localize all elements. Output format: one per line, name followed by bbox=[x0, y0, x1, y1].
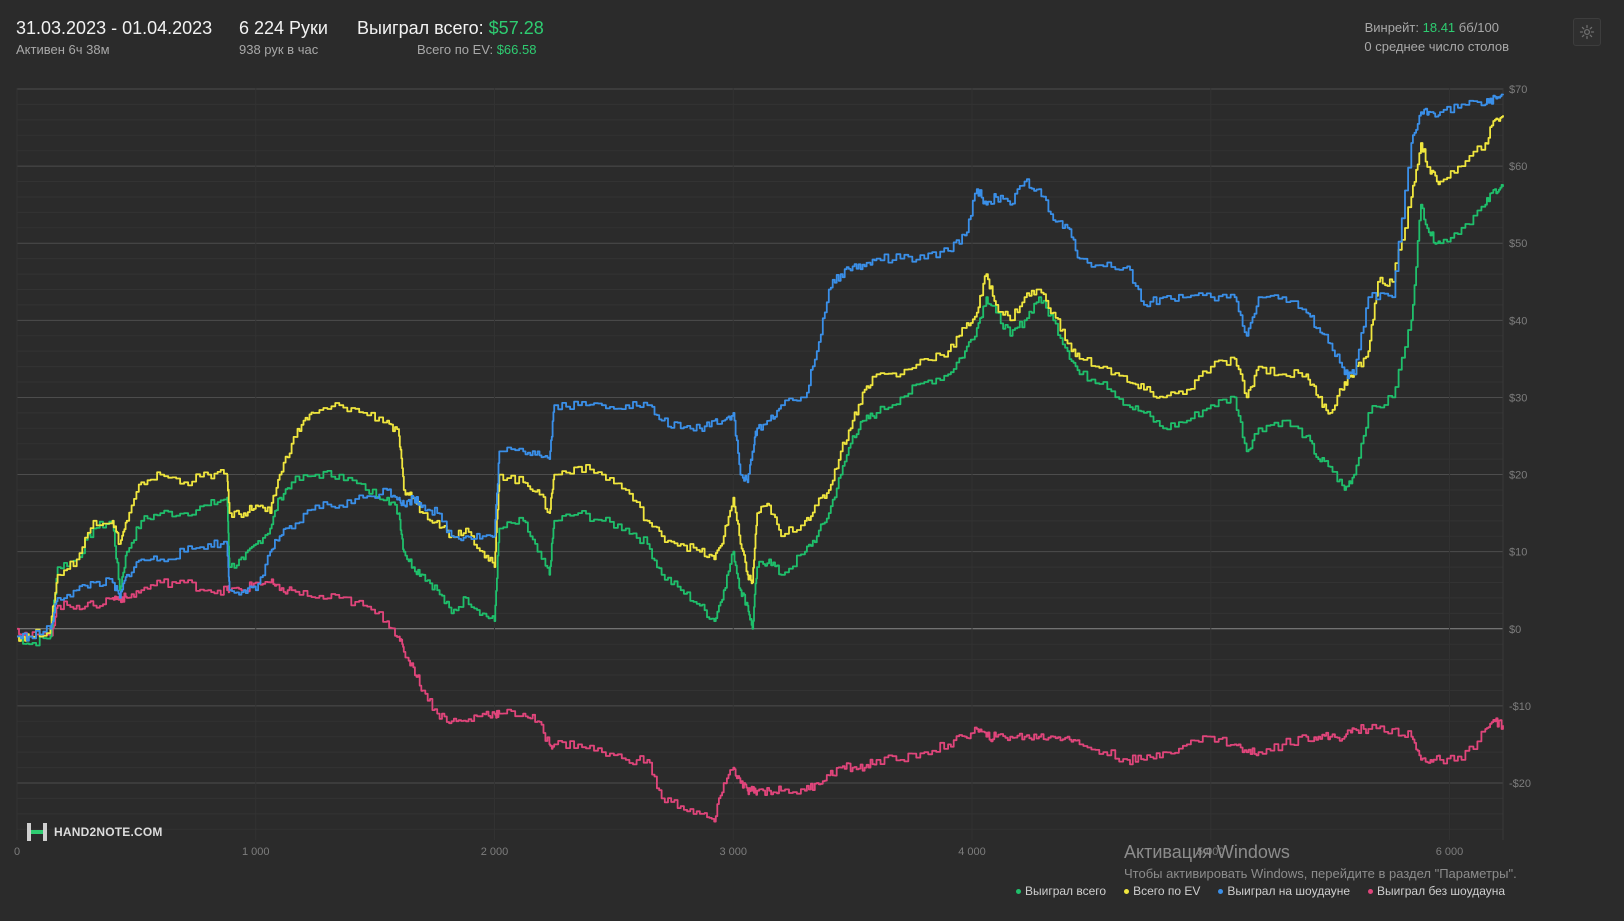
series-line-2 bbox=[17, 93, 1504, 642]
chart-legend: Выиграл всего Всего по EV Выиграл на шоу… bbox=[1016, 884, 1505, 898]
legend-item-non-showdown[interactable]: Выиграл без шоудауна bbox=[1368, 884, 1505, 898]
legend-dot bbox=[1016, 889, 1021, 895]
won-total-value: $57.28 bbox=[488, 18, 544, 38]
hands-count: 6 224 Руки bbox=[239, 18, 328, 38]
x-tick-label: 4 000 bbox=[958, 846, 986, 858]
y-tick-label: $70 bbox=[1509, 84, 1527, 96]
won-total-label: Выиграл всего: bbox=[357, 18, 484, 38]
y-tick-label: $50 bbox=[1509, 238, 1527, 250]
legend-dot bbox=[1218, 889, 1224, 895]
y-tick-label: $10 bbox=[1509, 547, 1527, 559]
winrate-label: Винрейт: bbox=[1364, 20, 1419, 35]
series-line-1 bbox=[17, 115, 1504, 642]
windows-activation-watermark: Активация Windows Чтобы активировать Win… bbox=[1124, 842, 1517, 881]
date-range: 31.03.2023 - 01.04.2023 bbox=[16, 18, 213, 38]
legend-dot bbox=[1124, 889, 1130, 895]
legend-label: Выиграл всего bbox=[1025, 884, 1107, 898]
series-line-3 bbox=[17, 578, 1504, 823]
watermark-subtitle: Чтобы активировать Windows, перейдите в … bbox=[1124, 866, 1517, 881]
x-tick-label: 3 000 bbox=[719, 846, 747, 858]
legend-label: Выиграл без шоудауна bbox=[1377, 884, 1506, 898]
ev-total: Всего по EV: $66.58 bbox=[417, 42, 536, 57]
y-tick-label: $30 bbox=[1509, 392, 1527, 404]
h2n-logo-icon bbox=[27, 823, 47, 841]
y-tick-label: $20 bbox=[1509, 470, 1527, 482]
won-total: Выиграл всего: $57.28 bbox=[357, 18, 544, 39]
watermark-title: Активация Windows bbox=[1124, 842, 1290, 862]
ev-total-label: Всего по EV: bbox=[417, 42, 494, 57]
y-tick-label: -$10 bbox=[1509, 701, 1531, 713]
x-tick-label: 1 000 bbox=[242, 846, 270, 858]
y-tick-label: $0 bbox=[1509, 624, 1521, 636]
legend-label: Всего по EV bbox=[1133, 884, 1201, 898]
active-time: Активен 6ч 38м bbox=[16, 42, 110, 57]
ev-total-value: $66.58 bbox=[496, 42, 537, 57]
gear-icon bbox=[1579, 24, 1595, 40]
x-tick-label: 2 000 bbox=[481, 846, 509, 858]
legend-item-won-total[interactable]: Выиграл всего bbox=[1016, 884, 1106, 898]
legend-dot bbox=[1368, 889, 1374, 895]
logo-text: HAND2NOTE.COM bbox=[54, 825, 163, 839]
y-tick-label: $60 bbox=[1509, 161, 1527, 173]
legend-item-ev-total[interactable]: Всего по EV bbox=[1124, 884, 1200, 898]
y-tick-label: -$20 bbox=[1509, 778, 1531, 790]
settings-button[interactable] bbox=[1573, 18, 1601, 46]
winrate-unit: бб/100 bbox=[1458, 20, 1499, 35]
x-tick-label: 5 000 bbox=[1197, 846, 1225, 858]
winrate-value: 18.41 bbox=[1422, 20, 1456, 35]
series-line-0 bbox=[17, 184, 1504, 647]
winrate: Винрейт: 18.41 бб/100 bbox=[1365, 20, 1499, 35]
avg-tables: 0 среднее число столов bbox=[1364, 39, 1509, 54]
legend-label: Выиграл на шоудауне bbox=[1227, 884, 1351, 898]
hands-per-hour: 938 рук в час bbox=[239, 42, 319, 57]
y-tick-label: $40 bbox=[1509, 315, 1527, 327]
hand2note-logo: HAND2NOTE.COM bbox=[26, 822, 163, 842]
legend-item-showdown[interactable]: Выиграл на шоудауне bbox=[1218, 884, 1350, 898]
x-tick-label: 0 bbox=[14, 846, 20, 858]
x-tick-label: 6 000 bbox=[1436, 846, 1464, 858]
